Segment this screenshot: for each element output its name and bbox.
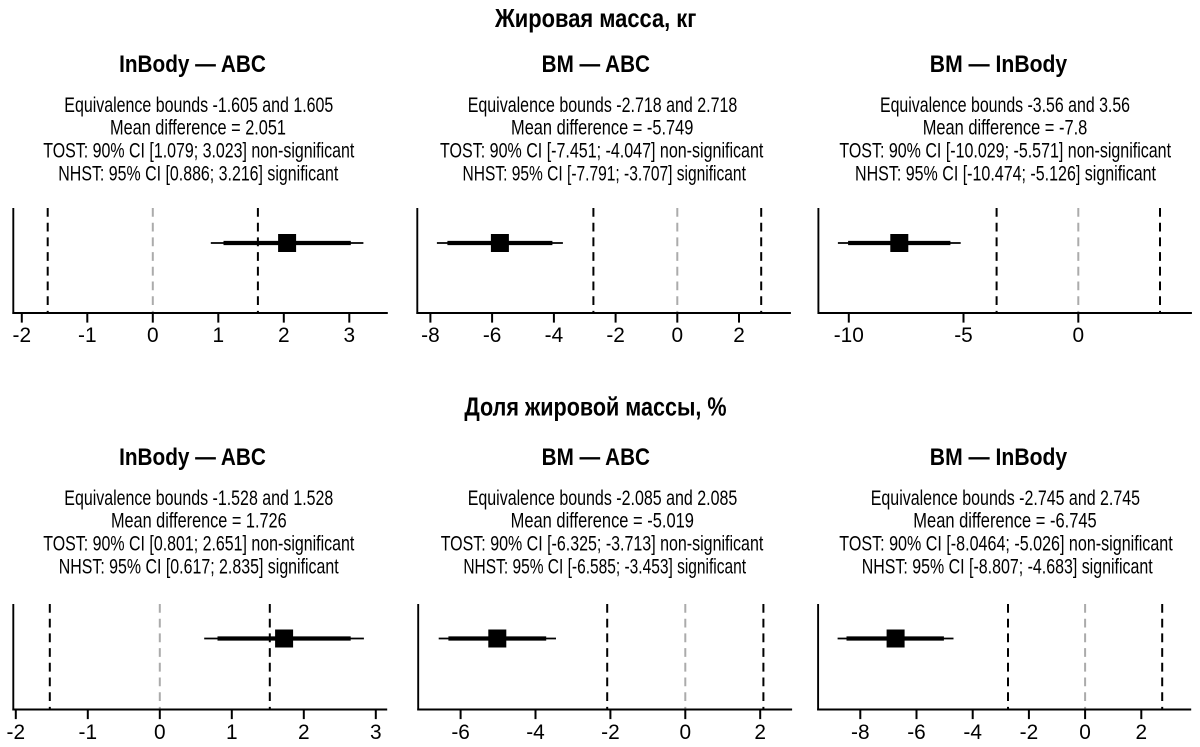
svg-text:-4: -4 [526,721,545,744]
svg-text:0: 0 [1073,324,1085,347]
svg-text:2: 2 [298,721,310,744]
svg-text:Доля жировой массы, %: Доля жировой массы, % [464,393,726,421]
svg-text:Жировая масса, кг: Жировая масса, кг [494,5,696,33]
svg-text:NHST: 95% CI [-7.791; -3.707]: NHST: 95% CI [-7.791; -3.707] significan… [463,162,747,185]
svg-text:Equivalence bounds -1.605 and: Equivalence bounds -1.605 and 1.605 [64,94,333,117]
svg-text:2: 2 [733,324,745,347]
svg-text:Equivalence bounds -3.56 and 3: Equivalence bounds -3.56 and 3.56 [880,94,1130,117]
svg-text:Mean difference = -5.019: Mean difference = -5.019 [511,510,694,533]
svg-text:-2: -2 [13,324,32,347]
svg-text:TOST: 90% CI [-6.325; -3.713]: TOST: 90% CI [-6.325; -3.713] non-signif… [441,533,764,556]
svg-text:-1: -1 [79,721,98,744]
svg-text:3: 3 [370,721,382,744]
svg-text:0: 0 [672,324,684,347]
svg-text:-8: -8 [421,324,440,347]
svg-text:-8: -8 [851,721,870,744]
svg-text:-6: -6 [451,721,470,744]
svg-text:0: 0 [147,324,159,347]
svg-text:-2: -2 [1020,721,1039,744]
svg-text:1: 1 [213,324,225,347]
svg-text:-6: -6 [907,721,926,744]
svg-text:BM — ABC: BM — ABC [542,51,650,78]
svg-text:InBody — ABC: InBody — ABC [119,444,266,471]
svg-text:2: 2 [1136,721,1148,744]
svg-text:BM — InBody: BM — InBody [930,51,1068,78]
svg-text:NHST: 95% CI [-10.474; -5.126]: NHST: 95% CI [-10.474; -5.126] significa… [855,162,1156,185]
svg-text:2: 2 [754,721,766,744]
svg-text:NHST: 95% CI [0.617; 2.835] si: NHST: 95% CI [0.617; 2.835] significant [59,555,339,578]
svg-text:-2: -2 [7,721,26,744]
svg-text:1: 1 [226,721,238,744]
svg-text:-5: -5 [954,324,973,347]
svg-text:-1: -1 [78,324,97,347]
svg-text:Mean difference = -5.749: Mean difference = -5.749 [511,117,693,140]
svg-text:Mean difference = 1.726: Mean difference = 1.726 [111,510,287,533]
svg-text:NHST: 95% CI [0.886; 3.216] si: NHST: 95% CI [0.886; 3.216] significant [58,162,338,185]
svg-text:InBody — ABC: InBody — ABC [119,51,266,78]
svg-text:BM — InBody: BM — InBody [930,444,1068,471]
svg-text:0: 0 [154,721,166,744]
svg-text:TOST: 90% CI [-10.029; -5.571]: TOST: 90% CI [-10.029; -5.571] non-signi… [839,140,1171,163]
svg-text:BM — ABC: BM — ABC [542,444,650,471]
svg-text:Equivalence bounds -1.528 and: Equivalence bounds -1.528 and 1.528 [64,487,333,510]
svg-text:TOST: 90% CI [-8.0464; -5.026]: TOST: 90% CI [-8.0464; -5.026] non-signi… [839,533,1173,556]
svg-text:NHST: 95% CI [-8.807; -4.683]: NHST: 95% CI [-8.807; -4.683] significan… [862,555,1153,578]
svg-text:-6: -6 [483,324,502,347]
svg-text:Mean difference = 2.051: Mean difference = 2.051 [110,117,286,140]
svg-text:3: 3 [344,324,356,347]
svg-text:-4: -4 [545,324,564,347]
svg-text:2: 2 [278,324,290,347]
svg-text:NHST: 95% CI [-6.585; -3.453]: NHST: 95% CI [-6.585; -3.453] significan… [463,555,746,578]
svg-text:Mean difference = -7.8: Mean difference = -7.8 [923,117,1088,140]
svg-text:-2: -2 [601,721,620,744]
svg-text:0: 0 [1079,721,1091,744]
svg-text:TOST: 90% CI [1.079; 3.023] no: TOST: 90% CI [1.079; 3.023] non-signific… [43,140,354,163]
svg-text:-10: -10 [834,324,864,347]
svg-text:Equivalence bounds -2.718 and: Equivalence bounds -2.718 and 2.718 [468,94,738,117]
svg-text:Mean difference = -6.745: Mean difference = -6.745 [913,510,1096,533]
svg-text:-2: -2 [606,324,625,347]
svg-text:Equivalence bounds -2.745 and: Equivalence bounds -2.745 and 2.745 [871,487,1140,510]
svg-text:Equivalence bounds -2.085 and: Equivalence bounds -2.085 and 2.085 [468,487,738,510]
svg-text:TOST: 90% CI [-7.451; -4.047]: TOST: 90% CI [-7.451; -4.047] non-signif… [440,140,763,163]
svg-text:TOST: 90% CI [0.801; 2.651] no: TOST: 90% CI [0.801; 2.651] non-signific… [43,533,354,556]
svg-text:-4: -4 [963,721,982,744]
svg-text:0: 0 [680,721,692,744]
